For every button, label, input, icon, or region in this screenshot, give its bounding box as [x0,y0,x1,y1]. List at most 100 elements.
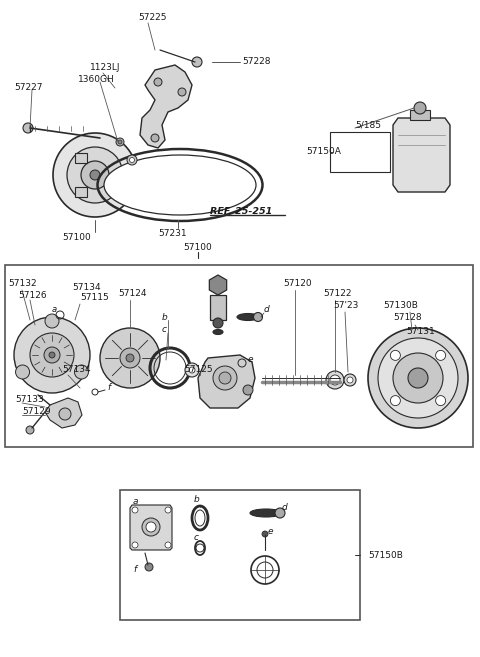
Bar [330,132,390,172]
Circle shape [15,365,30,379]
Circle shape [368,328,468,428]
Text: c: c [194,533,199,543]
Bar [5,265,473,447]
Text: 1123LJ: 1123LJ [90,64,120,72]
Text: 57132: 57132 [8,279,36,288]
Text: 57228: 57228 [242,58,271,66]
Bar [210,295,226,320]
Circle shape [262,531,268,537]
Text: 57115: 57115 [80,294,109,302]
Circle shape [219,372,231,384]
Text: 57225: 57225 [138,14,167,22]
Circle shape [118,140,122,144]
Circle shape [185,363,199,377]
Circle shape [132,507,138,513]
Circle shape [330,375,340,385]
Bar [75,187,87,197]
Circle shape [49,352,55,358]
Text: 57133: 57133 [15,396,44,405]
Text: 57125: 57125 [184,365,213,374]
Polygon shape [45,398,82,428]
Text: 57131: 57131 [406,327,435,336]
Text: REF. 25-251: REF. 25-251 [210,208,272,217]
Circle shape [132,542,138,548]
Circle shape [127,155,137,165]
Circle shape [378,338,458,418]
Circle shape [178,88,186,96]
Text: 57128: 57128 [393,313,421,323]
Circle shape [253,313,263,321]
Text: 57130B: 57130B [383,300,418,309]
Circle shape [189,367,195,373]
Circle shape [130,158,134,162]
Circle shape [393,353,443,403]
Text: f: f [107,384,110,392]
Text: a: a [133,497,139,507]
Text: 5/185: 5/185 [355,120,381,129]
Circle shape [120,348,140,368]
Text: 57231: 57231 [158,229,187,237]
Circle shape [165,507,171,513]
Circle shape [436,350,445,361]
Text: b: b [194,495,200,505]
Text: e: e [268,528,274,537]
Text: 57134: 57134 [62,365,91,374]
Text: 57134: 57134 [72,284,101,292]
Text: 57227: 57227 [14,83,43,93]
Bar [410,110,430,120]
Circle shape [192,57,202,67]
Circle shape [14,317,90,393]
Circle shape [59,408,71,420]
Text: 1360GH: 1360GH [78,76,115,85]
Circle shape [116,138,124,146]
Circle shape [26,426,34,434]
Circle shape [67,147,123,203]
Circle shape [165,542,171,548]
Text: d: d [282,503,288,512]
Polygon shape [209,275,227,295]
Ellipse shape [250,509,282,517]
Ellipse shape [237,313,259,321]
Text: a: a [52,306,57,315]
Circle shape [100,328,160,388]
Text: 57124: 57124 [118,288,146,298]
Circle shape [213,318,223,328]
Circle shape [81,161,109,189]
Text: 57150B: 57150B [368,551,403,560]
Bar [0,0,480,265]
Text: f: f [133,566,136,574]
Text: 57150A: 57150A [306,148,341,156]
Text: 57100: 57100 [184,244,212,252]
Text: b: b [162,313,168,321]
Text: 57120: 57120 [283,279,312,288]
Circle shape [414,102,426,114]
Ellipse shape [213,330,223,334]
Circle shape [213,366,237,390]
Circle shape [146,522,156,532]
Circle shape [45,314,59,328]
Circle shape [90,170,100,180]
Circle shape [275,508,285,518]
Circle shape [408,368,428,388]
Text: e: e [248,355,253,365]
Circle shape [23,123,33,133]
Polygon shape [198,355,255,408]
Circle shape [347,377,353,383]
Circle shape [151,134,159,142]
Polygon shape [130,505,172,550]
Circle shape [326,371,344,389]
Bar [75,153,87,163]
Polygon shape [140,65,192,148]
Text: 57126: 57126 [18,290,47,300]
Circle shape [243,385,253,395]
Text: 57'23: 57'23 [333,300,359,309]
Circle shape [44,347,60,363]
Text: 57100: 57100 [62,233,91,242]
Text: 57129: 57129 [22,407,50,417]
Bar [120,490,360,620]
Circle shape [74,365,88,379]
Circle shape [390,350,400,361]
Circle shape [142,518,160,536]
Polygon shape [393,118,450,192]
Text: c: c [162,325,167,334]
